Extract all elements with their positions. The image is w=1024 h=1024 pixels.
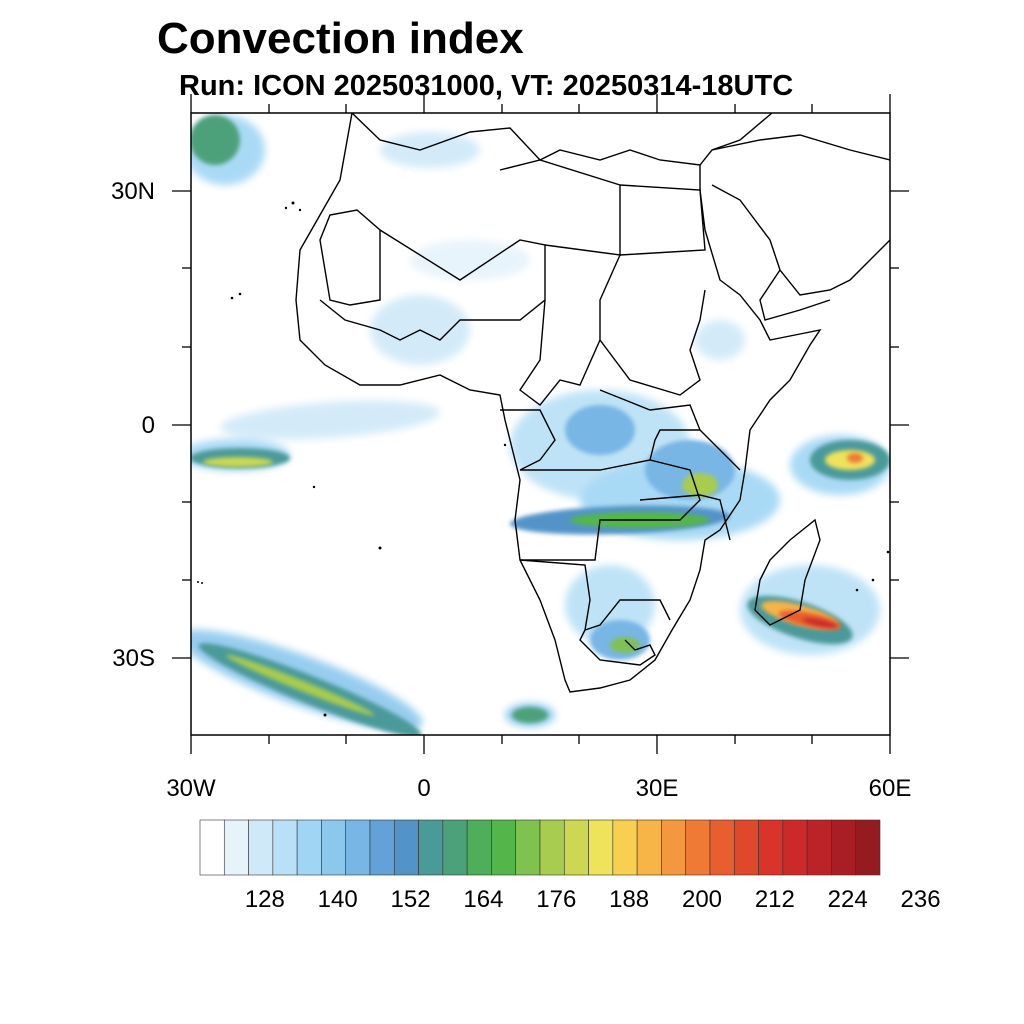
colorbar-swatch bbox=[515, 819, 541, 876]
colorbar-tick-label: 128 bbox=[244, 886, 285, 913]
colorbar-swatch bbox=[758, 819, 784, 876]
colorbar-swatch bbox=[806, 819, 832, 876]
colorbar-swatch bbox=[685, 819, 711, 876]
colorbar-swatch bbox=[733, 819, 759, 876]
colorbar-tick-label: 188 bbox=[609, 886, 650, 913]
colorbar-swatch bbox=[855, 819, 881, 876]
chart-subtitle: Run: ICON 2025031000, VT: 20250314-18UTC bbox=[179, 70, 794, 102]
axis-ticks bbox=[172, 94, 909, 754]
colorbar bbox=[199, 819, 881, 876]
colorbar-swatch bbox=[588, 819, 614, 876]
colorbar-swatch bbox=[345, 819, 371, 876]
colorbar-swatch bbox=[661, 819, 687, 876]
colorbar-swatch bbox=[248, 819, 274, 876]
colorbar-swatch bbox=[636, 819, 662, 876]
colorbar-tick-label: 212 bbox=[754, 886, 795, 913]
chart-title: Convection index bbox=[157, 14, 524, 63]
colorbar-swatch bbox=[199, 819, 225, 876]
lon-label-30e: 30E bbox=[635, 775, 679, 802]
lat-label-30n: 30N bbox=[110, 178, 155, 205]
colorbar-swatch bbox=[321, 819, 347, 876]
colorbar-tick-label: 224 bbox=[827, 886, 868, 913]
colorbar-tick-label: 140 bbox=[317, 886, 358, 913]
colorbar-swatch bbox=[369, 819, 395, 876]
colorbar-tick-label: 152 bbox=[390, 886, 431, 913]
colorbar-swatch bbox=[612, 819, 638, 876]
colorbar-tick-label: 236 bbox=[900, 886, 941, 913]
lat-label-0: 0 bbox=[141, 412, 155, 439]
colorbar-swatch bbox=[223, 819, 249, 876]
colorbar-swatch bbox=[418, 819, 444, 876]
colorbar-swatch bbox=[272, 819, 298, 876]
colorbar-swatch bbox=[831, 819, 857, 876]
colorbar-swatch bbox=[782, 819, 808, 876]
lon-label-0: 0 bbox=[417, 775, 431, 802]
islands bbox=[197, 201, 890, 717]
lon-label-60e: 60E bbox=[868, 775, 912, 802]
colorbar-swatch bbox=[563, 819, 589, 876]
colorbar-swatch bbox=[442, 819, 468, 876]
colorbar-swatch bbox=[466, 819, 492, 876]
colorbar-tick-label: 164 bbox=[463, 886, 504, 913]
colorbar-swatch bbox=[296, 819, 322, 876]
colorbar-swatch bbox=[539, 819, 565, 876]
colorbar-tick-label: 176 bbox=[536, 886, 577, 913]
colorbar-swatch bbox=[491, 819, 517, 876]
lon-label-30w: 30W bbox=[166, 775, 216, 802]
coastlines bbox=[295, 113, 890, 693]
lat-label-30s: 30S bbox=[112, 645, 155, 672]
colorbar-swatch bbox=[393, 819, 419, 876]
convection-fields bbox=[191, 115, 890, 735]
colorbar-tick-label: 200 bbox=[681, 886, 723, 913]
plot-frame bbox=[190, 112, 891, 736]
colorbar-swatch bbox=[709, 819, 735, 876]
